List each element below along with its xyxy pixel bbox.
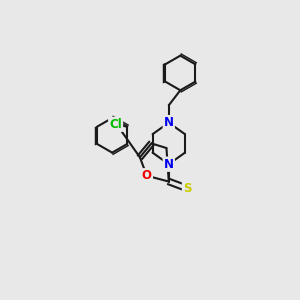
Text: N: N [164, 158, 174, 171]
Text: Cl: Cl [109, 118, 122, 131]
Text: O: O [142, 169, 152, 182]
Text: S: S [183, 182, 191, 195]
Text: N: N [164, 116, 174, 129]
